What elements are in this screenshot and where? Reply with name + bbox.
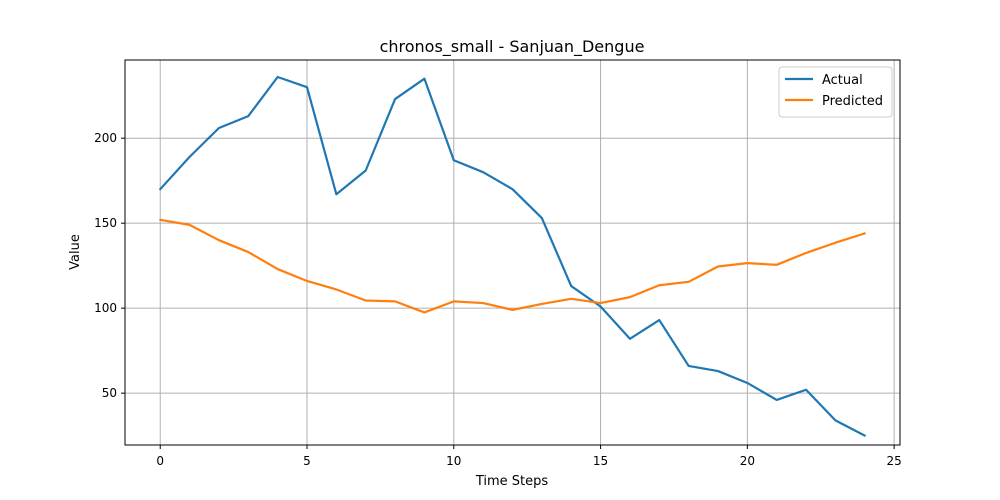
x-tick-label: 25: [886, 454, 901, 468]
x-tick-label: 0: [156, 454, 164, 468]
x-tick-label: 10: [446, 454, 461, 468]
series-layer: [159, 75, 866, 437]
y-axis-label: Value: [68, 234, 83, 270]
legend-label: Predicted: [822, 94, 883, 109]
series-line-actual: [159, 75, 866, 437]
x-tick-label: 5: [303, 454, 311, 468]
y-tick-label: 150: [94, 216, 117, 230]
x-axis-ticks: 0 5 10 15 20 25: [156, 445, 902, 468]
y-tick-label: 200: [94, 131, 117, 145]
y-axis-ticks: 50 100 150 200: [94, 131, 125, 400]
x-tick-label: 15: [593, 454, 608, 468]
plot-frame: [124, 59, 901, 446]
x-tick-label: 20: [740, 454, 755, 468]
x-axis-label: Time Steps: [475, 474, 549, 489]
series-line-predicted: [159, 218, 866, 314]
y-tick-label: 50: [102, 386, 117, 400]
y-tick-label: 100: [94, 301, 117, 315]
legend: Actual Predicted: [778, 66, 893, 118]
chart-title: chronos_small - Sanjuan_Dengue: [380, 37, 645, 57]
grid-layer: [125, 60, 900, 445]
legend-label: Actual: [822, 73, 863, 88]
